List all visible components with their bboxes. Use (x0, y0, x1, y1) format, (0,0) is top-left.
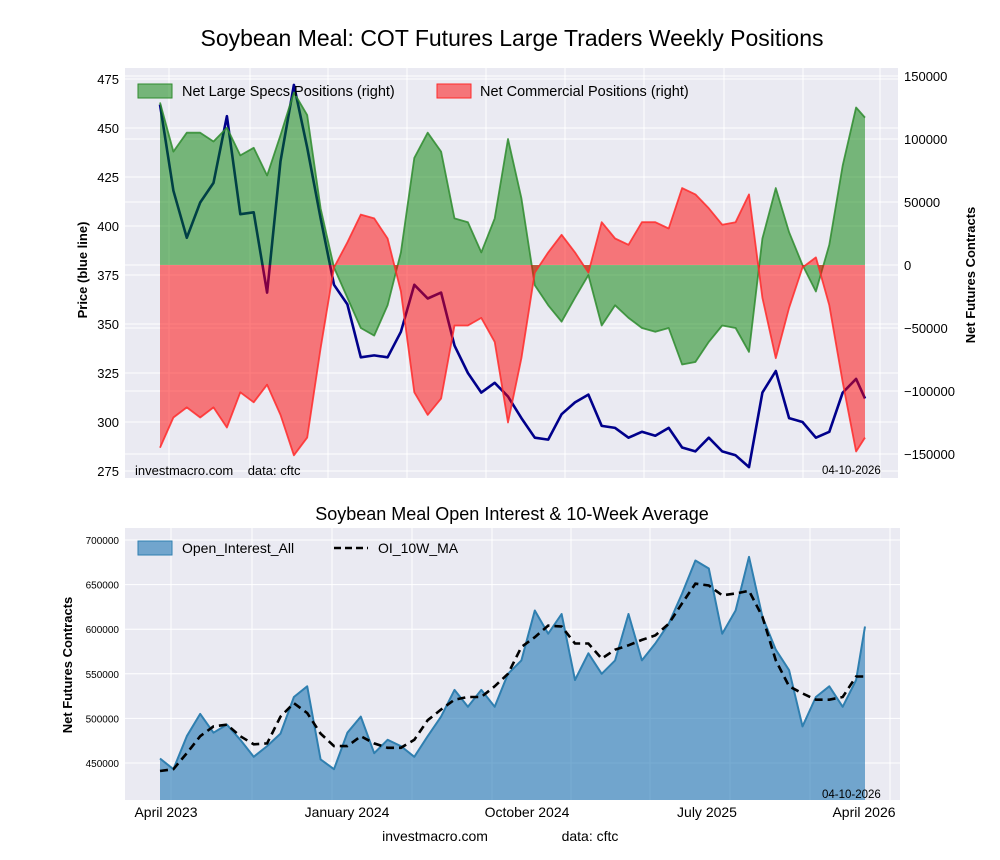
positions-source-annotation: investmacro.com data: cftc (135, 463, 301, 478)
x-tick-label: April 2023 (134, 804, 197, 820)
open-interest-tick-label: 500000 (86, 714, 120, 725)
price-tick-label: 400 (97, 219, 119, 234)
open-interest-x-ticks: April 2023 January 2024 October 2024 July 2… (134, 804, 895, 820)
positions-marks (158, 83, 867, 469)
positions-date-annotation: 04-10-2026 (822, 465, 881, 477)
positions-chart: 275 300 325 350 375 400 425 450 475 −150000 −1000… (75, 68, 978, 479)
open-interest-legend: Open_Interest_All OI_10W_MA (137, 540, 459, 556)
x-tick-label: October 2024 (485, 804, 570, 820)
legend-swatch-open-interest (137, 540, 173, 556)
price-tick-label: 325 (97, 366, 119, 381)
open-interest-tick-label: 550000 (86, 670, 120, 681)
open-interest-y-label: Net Futures Contracts (60, 597, 75, 734)
footer-site: investmacro.com (382, 828, 488, 844)
commercials-area (160, 188, 865, 456)
figure-title: Soybean Meal: COT Futures Large Traders … (201, 25, 824, 51)
net-tick-label: 50000 (904, 195, 940, 210)
legend-swatch-specs (137, 83, 173, 99)
net-axis-ticks: −150000 −100000 −50000 0 50000 100000 150000 (904, 69, 955, 462)
footer-source: data: cftc (562, 828, 619, 844)
legend-label-commercials: Net Commercial Positions (right) (480, 84, 689, 100)
net-tick-label: 0 (904, 258, 911, 273)
price-tick-label: 450 (97, 121, 119, 136)
price-tick-label: 350 (97, 317, 119, 332)
price-tick-label: 275 (97, 464, 119, 479)
positions-legend: Net Large Specs Positions (right) Net Co… (137, 83, 689, 100)
x-tick-label: January 2024 (305, 804, 390, 820)
open-interest-tick-label: 600000 (86, 625, 120, 636)
open-interest-title: Soybean Meal Open Interest & 10-Week Ave… (315, 504, 709, 524)
specs-area (160, 92, 865, 365)
open-interest-marks (159, 555, 866, 800)
legend-label-specs: Net Large Specs Positions (right) (182, 84, 395, 100)
legend-label-ma: OI_10W_MA (378, 540, 459, 556)
net-tick-label: 100000 (904, 132, 947, 147)
open-interest-date-annotation: 04-10-2026 (822, 789, 881, 801)
open-interest-tick-label: 450000 (86, 759, 120, 770)
price-tick-label: 475 (97, 72, 119, 87)
x-tick-label: July 2025 (677, 804, 737, 820)
open-interest-chart: Soybean Meal Open Interest & 10-Week Ave… (60, 504, 900, 820)
open-interest-tick-label: 650000 (86, 581, 120, 592)
price-axis-ticks: 275 300 325 350 375 400 425 450 475 (97, 72, 119, 479)
net-tick-label: −100000 (904, 384, 955, 399)
ma-line (159, 582, 865, 773)
price-tick-label: 425 (97, 170, 119, 185)
open-interest-line (159, 555, 866, 771)
price-axis-label: Price (blue line) (75, 222, 90, 319)
net-tick-label: 150000 (904, 69, 947, 84)
open-interest-y-ticks: 450000 500000 550000 600000 650000 700000 (86, 536, 120, 770)
specs-line (159, 91, 866, 366)
price-tick-label: 300 (97, 415, 119, 430)
commercials-line (159, 187, 866, 457)
open-interest-tick-label: 700000 (86, 536, 120, 547)
net-tick-label: −150000 (904, 447, 955, 462)
legend-label-open-interest: Open_Interest_All (182, 540, 294, 556)
legend-swatch-commercials (436, 83, 472, 99)
x-tick-label: April 2026 (832, 804, 895, 820)
net-axis-label: Net Futures Contracts (963, 207, 978, 344)
net-tick-label: −50000 (904, 321, 948, 336)
price-tick-label: 375 (97, 268, 119, 283)
open-interest-area (160, 556, 865, 800)
